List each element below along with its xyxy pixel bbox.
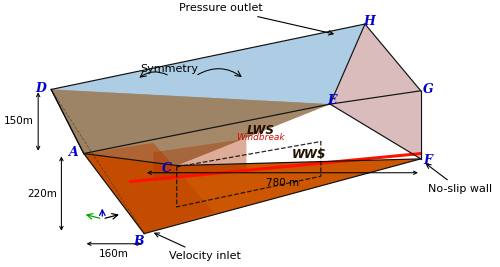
Text: LWS: LWS [246,124,274,136]
Text: 780 m: 780 m [266,178,299,188]
Text: 150m: 150m [4,116,34,127]
Text: E: E [328,94,337,107]
Polygon shape [51,89,330,166]
Polygon shape [51,89,330,166]
Text: G: G [422,83,433,96]
Text: B: B [134,235,144,248]
Text: A: A [68,146,78,159]
Polygon shape [84,154,421,234]
Text: 220m: 220m [27,189,57,199]
Polygon shape [51,89,144,234]
Text: Symmetry: Symmetry [140,64,198,74]
Text: No-slip wall: No-slip wall [426,164,492,194]
Text: WWS: WWS [292,148,326,160]
Polygon shape [51,24,365,154]
Text: 160m: 160m [99,249,129,259]
Text: Windbreak: Windbreak [236,133,284,142]
Text: D: D [36,82,46,95]
Text: F: F [424,154,432,167]
Polygon shape [154,139,246,179]
Text: Pressure outlet: Pressure outlet [179,3,333,35]
Text: Velocity inlet: Velocity inlet [155,233,240,261]
Polygon shape [84,143,214,234]
Text: C: C [162,162,172,175]
Polygon shape [330,24,421,159]
Text: H: H [363,15,374,28]
Polygon shape [84,154,421,234]
